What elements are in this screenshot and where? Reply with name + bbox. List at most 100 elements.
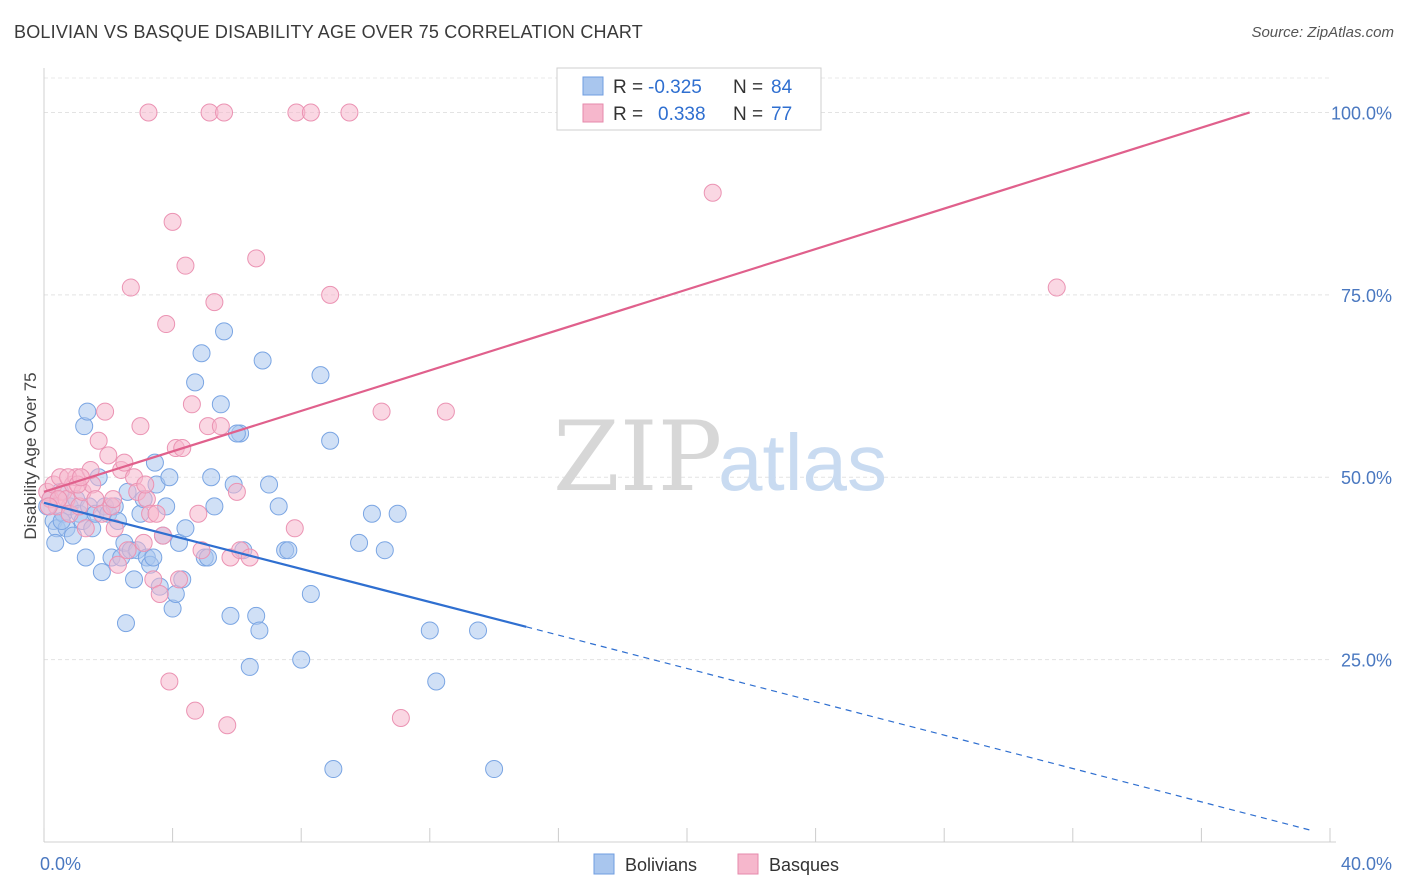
basques-point-37 bbox=[160, 672, 179, 691]
basques-point-59 bbox=[703, 183, 722, 202]
basques-point-63 bbox=[215, 103, 234, 122]
basques-legend-swatch bbox=[582, 103, 604, 123]
basques-point-57 bbox=[391, 708, 410, 727]
source-label: Source: ZipAtlas.com bbox=[1251, 24, 1394, 41]
bolivians-series-swatch bbox=[593, 853, 615, 875]
basques-r-value: 0.338 bbox=[658, 104, 706, 125]
basques-point-33 bbox=[147, 504, 166, 523]
bolivians-series-label: Bolivians bbox=[625, 855, 697, 875]
basques-points bbox=[38, 103, 1066, 735]
y-tick-label-0: 25.0% bbox=[1341, 651, 1392, 671]
bolivians-point-17 bbox=[92, 563, 111, 582]
basques-point-60 bbox=[1047, 278, 1066, 297]
bolivians-point-43 bbox=[186, 373, 205, 392]
bolivians-point-70 bbox=[388, 504, 407, 523]
bolivians-point-63 bbox=[292, 650, 311, 669]
basques-n-label: N = bbox=[733, 104, 763, 125]
watermark-zip: ZIP bbox=[553, 401, 722, 513]
bolivians-point-72 bbox=[427, 672, 446, 691]
basques-point-53 bbox=[247, 249, 266, 268]
bolivians-trend-line bbox=[43, 501, 527, 628]
bolivians-point-47 bbox=[202, 468, 221, 487]
watermark-atlas: atlas bbox=[718, 418, 887, 507]
basques-point-54 bbox=[285, 519, 304, 538]
bolivians-legend-swatch bbox=[582, 76, 604, 96]
bolivians-point-71 bbox=[420, 621, 439, 640]
basques-point-38 bbox=[163, 212, 182, 231]
bolivians-points bbox=[38, 322, 504, 779]
basques-point-28 bbox=[131, 417, 150, 436]
bolivians-point-68 bbox=[362, 504, 381, 523]
bolivians-n-label: N = bbox=[733, 77, 763, 98]
bolivians-point-44 bbox=[192, 344, 211, 363]
basques-point-18 bbox=[99, 446, 118, 465]
basques-point-47 bbox=[205, 293, 224, 312]
bolivians-point-12 bbox=[76, 548, 95, 567]
basques-r-label: R = bbox=[613, 104, 643, 125]
basques-point-56 bbox=[372, 402, 391, 421]
basques-series-label: Basques bbox=[769, 855, 839, 875]
bolivians-n-value: 84 bbox=[771, 77, 793, 98]
bolivians-point-26 bbox=[125, 570, 144, 589]
bolivians-point-65 bbox=[311, 366, 330, 385]
basques-point-29 bbox=[134, 533, 153, 552]
bolivians-point-58 bbox=[253, 351, 272, 370]
bolivians-point-76 bbox=[75, 417, 94, 436]
bolivians-point-80 bbox=[46, 533, 65, 552]
basques-n-value: 77 bbox=[771, 104, 792, 125]
bolivians-point-55 bbox=[240, 657, 259, 676]
basques-point-41 bbox=[176, 256, 195, 275]
basques-point-42 bbox=[182, 395, 201, 414]
grid-lines bbox=[44, 77, 1330, 661]
basques-point-15 bbox=[89, 431, 108, 450]
bolivians-point-78 bbox=[116, 614, 135, 633]
bolivians-point-32 bbox=[144, 548, 163, 567]
basques-point-45 bbox=[192, 541, 211, 560]
axes bbox=[43, 68, 1336, 843]
y-tick-labels: 25.0% 50.0% 75.0% 100.0% bbox=[1331, 103, 1392, 670]
bolivians-point-48 bbox=[205, 497, 224, 516]
basques-point-17 bbox=[96, 402, 115, 421]
basques-point-20 bbox=[105, 519, 124, 538]
bolivians-point-73 bbox=[469, 621, 488, 640]
bolivians-point-50 bbox=[215, 322, 234, 341]
bolivians-point-42 bbox=[176, 519, 195, 538]
series-legend: Bolivians Basques bbox=[593, 853, 839, 875]
bolivians-point-49 bbox=[211, 395, 230, 414]
bolivians-point-67 bbox=[350, 533, 369, 552]
bolivians-point-37 bbox=[160, 468, 179, 487]
basques-point-66 bbox=[340, 103, 359, 122]
x-tick-label-1: 40.0% bbox=[1341, 854, 1392, 874]
basques-point-12 bbox=[76, 519, 95, 538]
bolivians-point-51 bbox=[221, 606, 240, 625]
basques-point-25 bbox=[121, 278, 140, 297]
bolivians-r-label: R = bbox=[613, 77, 643, 98]
basques-point-34 bbox=[150, 584, 169, 603]
bolivians-point-66 bbox=[321, 431, 340, 450]
watermark: ZIP atlas bbox=[553, 401, 887, 513]
bolivians-point-77 bbox=[78, 402, 97, 421]
basques-trend-line bbox=[43, 111, 1250, 493]
y-axis-label: Disability Age Over 75 bbox=[21, 372, 40, 539]
x-tick-labels: 0.0% 40.0% bbox=[40, 854, 1392, 874]
basques-point-40 bbox=[170, 570, 189, 589]
basques-point-70 bbox=[104, 490, 123, 509]
bolivians-point-64 bbox=[301, 584, 320, 603]
y-tick-label-1: 50.0% bbox=[1341, 468, 1392, 488]
basques-point-48 bbox=[211, 417, 230, 436]
bolivians-point-60 bbox=[269, 497, 288, 516]
bolivians-point-56 bbox=[247, 606, 266, 625]
y-tick-label-3: 100.0% bbox=[1331, 103, 1392, 123]
basques-series-swatch bbox=[737, 853, 759, 875]
bolivians-point-59 bbox=[260, 475, 279, 494]
chart-title: BOLIVIAN VS BASQUE DISABILITY AGE OVER 7… bbox=[14, 22, 643, 42]
stats-legend: R = -0.325 N = 84 R = 0.338 N = 77 bbox=[556, 67, 822, 131]
trend-lines bbox=[43, 111, 1315, 832]
bolivians-point-82 bbox=[324, 760, 343, 779]
bolivians-trend-extension bbox=[526, 626, 1315, 832]
bolivians-point-62 bbox=[279, 541, 298, 560]
basques-point-71 bbox=[136, 475, 155, 494]
bolivians-point-74 bbox=[485, 760, 504, 779]
bolivians-point-69 bbox=[375, 541, 394, 560]
basques-point-36 bbox=[157, 315, 176, 334]
